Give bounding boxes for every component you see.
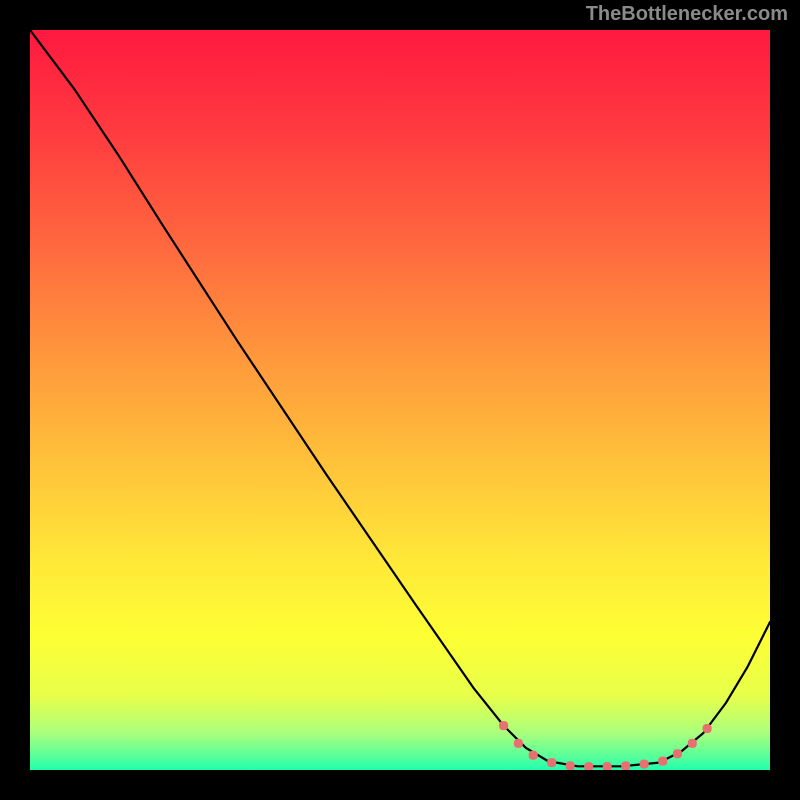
chart-overlay <box>30 30 770 770</box>
curve-marker <box>640 760 648 768</box>
curve-marker <box>514 739 522 747</box>
curve-marker <box>500 722 508 730</box>
curve-marker <box>585 763 593 770</box>
curve-marker <box>674 750 682 758</box>
curve-marker <box>603 763 611 770</box>
curve-marker <box>659 757 667 765</box>
curve-markers <box>500 722 711 770</box>
curve-marker <box>688 739 696 747</box>
attribution-text: TheBottlenecker.com <box>586 3 788 26</box>
curve-marker <box>622 762 630 770</box>
plot-area <box>30 30 770 770</box>
curve-marker <box>703 725 711 733</box>
curve-marker <box>566 762 574 770</box>
curve-marker <box>529 751 537 759</box>
bottleneck-curve <box>30 30 770 766</box>
curve-marker <box>548 759 556 767</box>
